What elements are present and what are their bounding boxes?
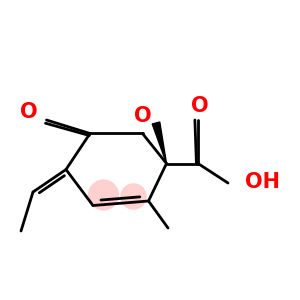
- Text: O: O: [134, 106, 152, 125]
- Polygon shape: [152, 122, 166, 164]
- Text: OH: OH: [244, 172, 280, 191]
- Text: O: O: [191, 97, 208, 116]
- Circle shape: [88, 179, 119, 211]
- Circle shape: [120, 183, 147, 210]
- Text: O: O: [20, 103, 37, 122]
